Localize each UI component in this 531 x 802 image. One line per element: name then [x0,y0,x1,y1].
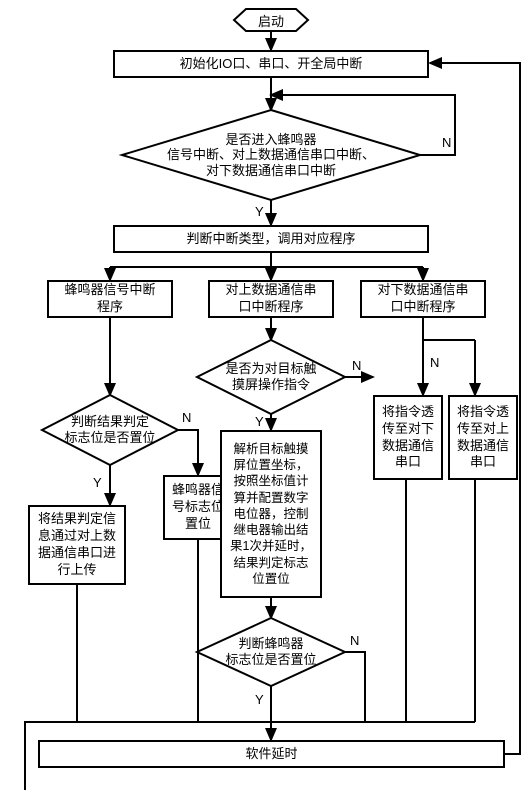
box-parse: 解析目标触摸 屏位置坐标， 按照坐标值计 算并配置数字 电位器，控制 继电器输出… [220,430,322,598]
start-terminal: 启动 [234,9,308,31]
col-left-head-label: 蜂鸣器信号中断 程序 [64,282,155,316]
label-n5: N [350,633,359,648]
box-fwd-down: 将指令透 传至对下 数据通信 串口 [373,395,443,480]
decision-interrupt: 是否进入蜂鸣器 信号中断、对上数据通信串口中断、 对下数据通信串口中断 [132,128,410,182]
type-label: 判断中断类型，调用对应程序 [186,231,355,248]
label-y: Y [255,204,264,219]
col-left-head: 蜂鸣器信号中断 程序 [47,280,173,318]
label-n3: N [430,355,439,370]
label-y3: Y [93,475,102,490]
col-right-head: 对下数据通信串 口中断程序 [360,280,486,318]
box-buzzflag-label: 蜂鸣器信 号标志位 置位 [172,482,224,533]
decision-buzz: 判断蜂鸣器 标志位是否置位 [213,635,329,669]
label-y2: Y [255,414,264,429]
decision-flag-label: 判断结果判定 标志位是否置位 [64,414,155,445]
box-fwd-up-label: 将指令透 传至对上 数据通信 串口 [457,404,509,472]
label-n2: N [352,358,361,373]
box-upload-label: 将结果判定信 息通过对上数 据通信串口进 行上传 [38,511,116,579]
decision-flag: 判断结果判定 标志位是否置位 [54,413,166,447]
decision-target-label: 是否为对目标触 摸屏操作指令 [225,361,316,392]
box-parse-label: 解析目标触摸 屏位置坐标， 按照坐标值计 算并配置数字 电位器，控制 继电器输出… [230,441,312,587]
box-delay: 软件延时 [38,740,505,768]
label-n: N [442,135,451,150]
col-mid-head-label: 对上数据通信串 口中断程序 [225,282,316,316]
col-mid-head: 对上数据通信串 口中断程序 [208,280,334,318]
decision-buzz-label: 判断蜂鸣器 标志位是否置位 [225,636,316,667]
box-delay-label: 软件延时 [245,746,297,763]
start-label: 启动 [258,11,284,30]
decision-target: 是否为对目标触 摸屏操作指令 [210,359,332,395]
label-y4: Y [255,692,264,707]
label-n4: N [182,410,191,425]
box-fwd-up: 将指令透 传至对上 数据通信 串口 [448,395,518,480]
init-box: 初始化IO口、串口、开全局中断 [113,50,429,78]
col-right-head-label: 对下数据通信串 口中断程序 [377,282,468,316]
type-box: 判断中断类型，调用对应程序 [113,225,429,253]
init-label: 初始化IO口、串口、开全局中断 [180,56,363,73]
decision-interrupt-label: 是否进入蜂鸣器 信号中断、对上数据通信串口中断、 对下数据通信串口中断 [167,132,375,179]
box-upload: 将结果判定信 息通过对上数 据通信串口进 行上传 [28,505,126,585]
box-fwd-down-label: 将指令透 传至对下 数据通信 串口 [382,404,434,472]
